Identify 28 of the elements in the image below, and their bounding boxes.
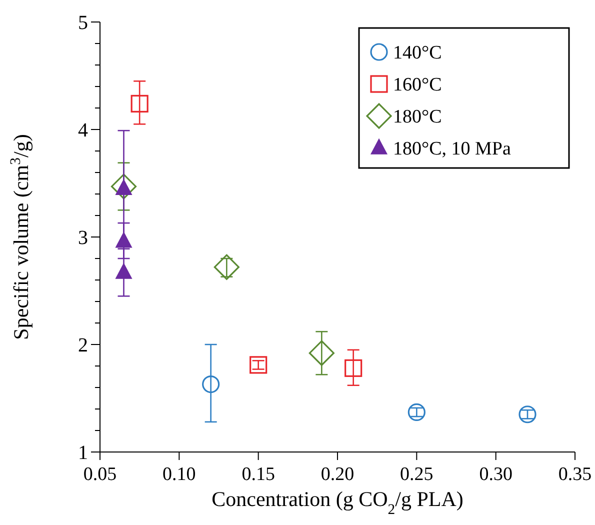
- legend-label: 160°C: [393, 74, 442, 96]
- point: [116, 264, 132, 279]
- legend-label: 180°C, 10 MPa: [393, 138, 512, 160]
- point: [110, 174, 137, 200]
- x-tick-label: 0.30: [479, 464, 512, 485]
- point: [518, 406, 536, 424]
- x-tick-label: 0.10: [162, 464, 196, 485]
- point: [308, 340, 334, 366]
- y-tick-label: 2: [78, 334, 88, 356]
- x-tick-label: 0.15: [242, 464, 275, 485]
- point: [344, 359, 362, 377]
- y-tick-label: 1: [78, 442, 88, 464]
- point: [214, 254, 240, 280]
- point: [116, 232, 132, 248]
- x-tick-label: 0.05: [83, 464, 117, 485]
- point: [130, 94, 148, 112]
- legend-label: 140°C: [393, 42, 442, 64]
- x-tick-label: 0.25: [400, 464, 434, 485]
- y-tick-label: 5: [78, 12, 88, 34]
- point: [408, 403, 426, 422]
- y-tick-label: 4: [78, 120, 88, 142]
- point: [202, 375, 220, 394]
- y-tick-label: 3: [78, 227, 88, 249]
- x-tick-label: 0.35: [558, 464, 592, 485]
- point: [250, 356, 268, 374]
- x-tick-label: 0.20: [320, 464, 354, 485]
- x-axis-title: Concentration (g CO$_{2}$/g PLA): [212, 487, 464, 518]
- legend-label: 180°C: [393, 106, 442, 128]
